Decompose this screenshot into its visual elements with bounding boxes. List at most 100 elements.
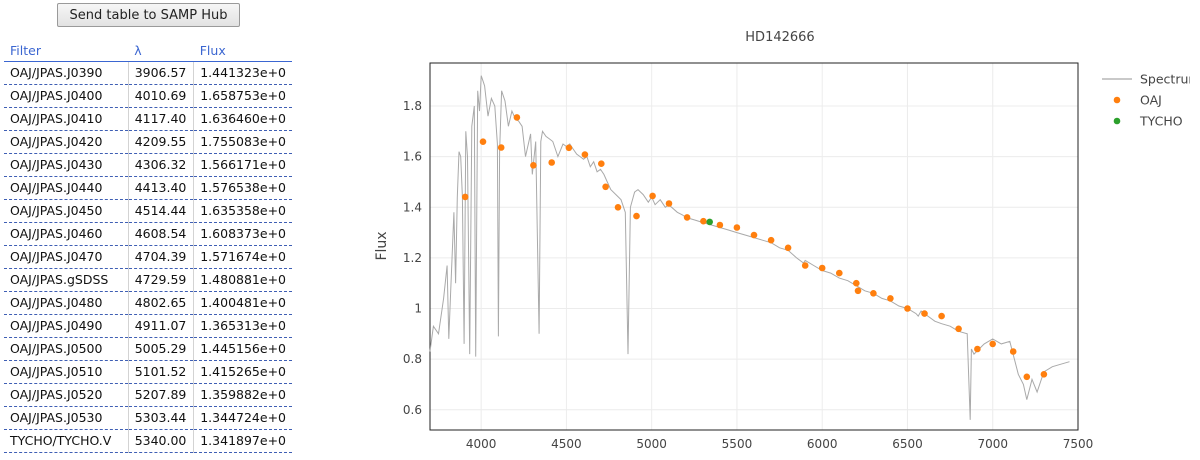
table-row[interactable]: OAJ/JPAS.J0470 4704.39 1.571674e+0 [4,245,292,269]
x-tick-label: 6000 [807,437,838,450]
oaj-point[interactable] [581,151,589,158]
cell-filter: OAJ/JPAS.J0440 [4,176,129,200]
oaj-point[interactable] [854,287,862,295]
oaj-point[interactable] [633,212,640,220]
oaj-point[interactable] [683,214,691,221]
oaj-point[interactable] [716,221,724,229]
oaj-point[interactable] [461,193,469,201]
oaj-point[interactable] [1040,371,1048,378]
oaj-point[interactable] [836,269,843,277]
table-row[interactable]: OAJ/JPAS.J0430 4306.32 1.566171e+0 [4,153,292,177]
oaj-point[interactable] [784,244,792,252]
table-row[interactable]: OAJ/JPAS.J0500 5005.29 1.445156e+0 [4,337,292,361]
legend-label-oaj[interactable]: OAJ [1140,93,1162,108]
sed-chart: HD142666 4000 4500 5000 5500 6000 6500 7000 750… [374,30,1190,450]
oaj-point[interactable] [989,340,996,348]
oaj-point[interactable] [479,138,487,145]
table-row[interactable]: OAJ/JPAS.J0480 4802.65 1.400481e+0 [4,291,292,315]
cell-wavelength: 5101.52 [127,360,194,384]
oaj-point[interactable] [870,290,877,297]
table-row[interactable]: OAJ/JPAS.J0450 4514.44 1.635358e+0 [4,199,292,223]
x-tick-label: 5000 [636,437,667,450]
cell-filter: OAJ/JPAS.J0470 [4,245,129,269]
oaj-point[interactable] [665,200,673,207]
oaj-point[interactable] [767,236,775,244]
cell-wavelength: 4209.55 [127,130,194,154]
cell-flux: 1.635358e+0 [193,199,292,223]
oaj-point[interactable] [955,325,962,333]
cell-flux: 1.365313e+0 [193,314,292,338]
table-row[interactable]: OAJ/JPAS.J0460 4608.54 1.608373e+0 [4,222,292,246]
cell-flux: 1.576538e+0 [193,176,292,200]
y-tick-label: 1.2 [403,251,422,265]
legend-swatch-oaj [1113,96,1121,104]
cell-wavelength: 5005.29 [127,337,194,361]
x-tick-label: 4000 [466,437,497,450]
oaj-point[interactable] [818,264,826,272]
table-row[interactable]: OAJ/JPAS.J0420 4209.55 1.755083e+0 [4,130,292,154]
y-tick-label: 1 [414,302,422,316]
table-row[interactable]: TYCHO/TYCHO.V 5340.00 1.341897e+0 [4,429,292,453]
cell-filter: OAJ/JPAS.J0500 [4,337,129,361]
table-row[interactable]: OAJ/JPAS.J0520 5207.89 1.359882e+0 [4,383,292,407]
oaj-point[interactable] [1023,373,1031,381]
oaj-point[interactable] [598,160,605,167]
table-row[interactable]: OAJ/JPAS.J0530 5303.44 1.344724e+0 [4,406,292,430]
cell-wavelength: 3906.57 [127,61,194,85]
oaj-point[interactable] [548,159,555,166]
spectrum-line [429,75,1070,420]
legend-swatch-tycho [1113,117,1121,125]
cell-wavelength: 4413.40 [127,176,194,200]
table-row[interactable]: OAJ/JPAS.J0440 4413.40 1.576538e+0 [4,176,292,200]
table-row[interactable]: OAJ/JPAS.gSDSS 4729.59 1.480881e+0 [4,268,292,292]
oaj-point[interactable] [614,204,622,211]
cell-filter: OAJ/JPAS.J0460 [4,222,129,246]
plot-area[interactable] [429,62,1079,431]
cell-flux: 1.571674e+0 [193,245,292,269]
col-header-flux[interactable]: Flux [193,40,292,62]
oaj-point[interactable] [853,279,860,287]
cell-wavelength: 4704.39 [127,245,194,269]
col-header-filter[interactable]: Filter [4,40,129,62]
cell-flux: 1.636460e+0 [193,107,292,131]
oaj-point[interactable] [801,262,809,269]
cell-wavelength: 4010.69 [127,84,194,108]
chart-title: HD142666 [745,30,814,45]
cell-wavelength: 4608.54 [127,222,194,246]
table-row[interactable]: OAJ/JPAS.J0400 4010.69 1.658753e+0 [4,84,292,108]
send-to-samp-button[interactable]: Send table to SAMP Hub [57,3,240,27]
col-header-wavelength[interactable]: λ [128,40,194,62]
tycho-point[interactable] [706,218,713,226]
cell-wavelength: 4911.07 [127,314,194,338]
table-row[interactable]: OAJ/JPAS.J0510 5101.52 1.415265e+0 [4,360,292,384]
table-row[interactable]: OAJ/JPAS.J0390 3906.57 1.441323e+0 [4,61,292,85]
oaj-point[interactable] [938,312,945,320]
oaj-point[interactable] [649,192,656,200]
oaj-point[interactable] [1009,348,1017,355]
oaj-point[interactable] [904,305,911,312]
oaj-point[interactable] [565,144,573,152]
cell-filter: OAJ/JPAS.J0480 [4,291,129,315]
legend-label-spectrum[interactable]: Spectrum [1140,72,1190,87]
cell-flux: 1.341897e+0 [193,429,292,453]
cell-filter: OAJ/JPAS.J0430 [4,153,129,177]
cell-filter: OAJ/JPAS.J0400 [4,84,129,108]
oaj-point[interactable] [497,144,505,151]
oaj-point[interactable] [530,162,537,169]
oaj-point[interactable] [513,114,521,121]
oaj-point[interactable] [974,345,981,353]
oaj-point[interactable] [733,224,741,231]
oaj-point[interactable] [921,310,928,317]
cell-flux: 1.400481e+0 [193,291,292,315]
cell-filter: OAJ/JPAS.J0520 [4,383,129,407]
oaj-point[interactable] [602,183,609,191]
oaj-point[interactable] [700,217,707,225]
table-row[interactable]: OAJ/JPAS.J0410 4117.40 1.636460e+0 [4,107,292,131]
oaj-point[interactable] [750,231,758,239]
cell-wavelength: 4117.40 [127,107,194,131]
x-tick-label: 5500 [722,437,753,450]
oaj-point[interactable] [887,295,894,302]
table-row[interactable]: OAJ/JPAS.J0490 4911.07 1.365313e+0 [4,314,292,338]
legend-label-tycho[interactable]: TYCHO [1139,114,1183,129]
y-tick-label: 1.4 [403,200,422,214]
